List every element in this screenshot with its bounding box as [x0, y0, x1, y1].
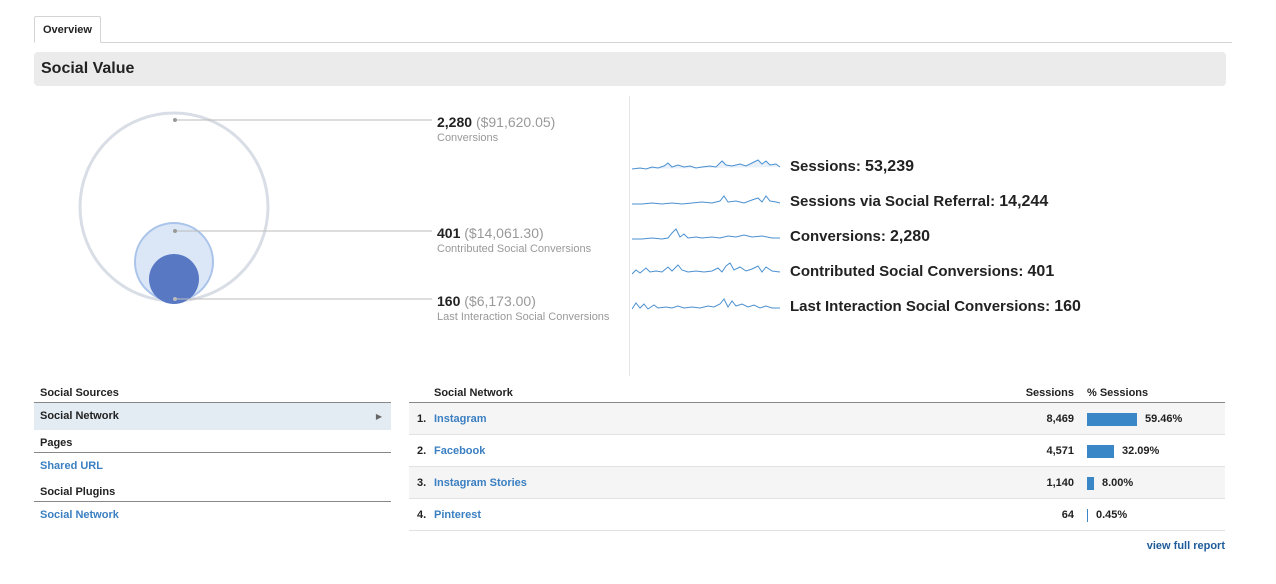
view-full-report-link[interactable]: view full report	[1146, 540, 1225, 552]
metric-label: Contributed Social Conversions:	[790, 263, 1024, 280]
row-sessions: 64	[1061, 509, 1074, 521]
sparkline-contributed	[632, 262, 781, 275]
row-sessions-bar	[1087, 477, 1094, 490]
table-row: 1. Instagram 8,469 59.46%	[409, 403, 1225, 435]
row-index: 1.	[417, 413, 427, 425]
row-pct-sessions: 59.46%	[1145, 413, 1183, 425]
callout-value: 160	[437, 293, 461, 309]
vertical-divider	[629, 96, 630, 376]
tab-bar: Overview	[34, 16, 1232, 43]
callout-label: Conversions	[437, 132, 499, 144]
table-row: 3. Instagram Stories 1,140 8.00%	[409, 467, 1225, 499]
section-title: Social Value	[41, 60, 135, 77]
callout-contributed: 401 ($14,061.30) Contributed Social Conv…	[437, 225, 591, 256]
table-row: 2. Facebook 4,571 32.09%	[409, 435, 1225, 467]
metric-value: 53,239	[865, 158, 914, 175]
callout-money: ($91,620.05)	[475, 114, 556, 130]
metric-value: 160	[1054, 298, 1081, 315]
tab-overview[interactable]: Overview	[34, 16, 101, 43]
row-network-link[interactable]: Pinterest	[434, 509, 482, 521]
callout-conversions: 2,280 ($91,620.05) Conversions	[437, 114, 555, 145]
left-nav: Social Sources Social Network ▶ Pages Sh…	[34, 386, 391, 529]
row-sessions-bar	[1087, 413, 1137, 426]
callout-money: ($6,173.00)	[464, 293, 536, 309]
sparkline-conversions	[632, 228, 780, 240]
social-network-table: Social Network Sessions % Sessions 1. Ins…	[409, 386, 1225, 531]
column-header-sessions[interactable]: Sessions	[1025, 387, 1074, 399]
sparkline-social-referral	[632, 195, 781, 205]
callout-value: 401	[437, 225, 461, 241]
callout-dot	[173, 229, 177, 233]
row-index: 4.	[417, 509, 427, 521]
sparkline-last-interaction	[632, 298, 780, 310]
sparkline-sessions	[632, 159, 781, 170]
metric-label: Sessions via Social Referral:	[790, 193, 996, 210]
callout-label: Contributed Social Conversions	[437, 243, 592, 255]
row-sessions-bar	[1087, 509, 1088, 522]
callout-dot	[173, 297, 177, 301]
table-row: 4. Pinterest 64 0.45%	[409, 499, 1225, 531]
nav-group-title-pages: Pages	[34, 436, 391, 453]
row-pct-sessions: 8.00%	[1102, 477, 1134, 489]
column-header-network[interactable]: Social Network	[434, 387, 513, 399]
metric-value: 14,244	[999, 193, 1049, 210]
callout-last-interaction: 160 ($6,173.00) Last Interaction Social …	[437, 293, 609, 324]
callout-money: ($14,061.30)	[464, 225, 544, 241]
nav-item-plugins-social-network[interactable]: Social Network	[40, 509, 119, 521]
metric-value: 2,280	[890, 228, 931, 245]
row-sessions-bar	[1087, 445, 1114, 458]
nav-item-label: Social Network	[40, 410, 119, 422]
row-network-link[interactable]: Instagram	[434, 413, 487, 425]
social-value-circles	[78, 111, 432, 304]
row-sessions: 1,140	[1046, 477, 1074, 489]
metric-label: Conversions:	[790, 228, 886, 245]
column-header-pct-sessions[interactable]: % Sessions	[1087, 387, 1149, 399]
row-pct-sessions: 0.45%	[1096, 509, 1128, 521]
nav-group-title-social-sources: Social Sources	[34, 386, 391, 403]
callout-label: Last Interaction Social Conversions	[437, 311, 610, 323]
row-network-link[interactable]: Instagram Stories	[434, 477, 527, 489]
metric-label: Sessions:	[790, 158, 861, 175]
row-index: 2.	[417, 445, 427, 457]
nav-item-social-network[interactable]: Social Network ▶	[34, 403, 391, 430]
nav-group-title-social-plugins: Social Plugins	[34, 485, 391, 502]
callout-dot	[173, 118, 177, 122]
row-pct-sessions: 32.09%	[1122, 445, 1160, 457]
callout-value: 2,280	[437, 114, 473, 130]
section-header: Social Value	[34, 52, 1226, 86]
row-network-link[interactable]: Facebook	[434, 445, 486, 457]
metric-label: Last Interaction Social Conversions:	[790, 298, 1051, 315]
nav-item-shared-url[interactable]: Shared URL	[40, 460, 103, 472]
row-index: 3.	[417, 477, 427, 489]
last-interaction-conversions-circle	[149, 254, 199, 304]
metric-value: 401	[1027, 263, 1055, 280]
row-sessions: 4,571	[1046, 445, 1074, 457]
table-header: Social Network Sessions % Sessions	[409, 386, 1225, 403]
row-sessions: 8,469	[1046, 413, 1074, 425]
caret-right-icon: ▶	[375, 412, 382, 421]
